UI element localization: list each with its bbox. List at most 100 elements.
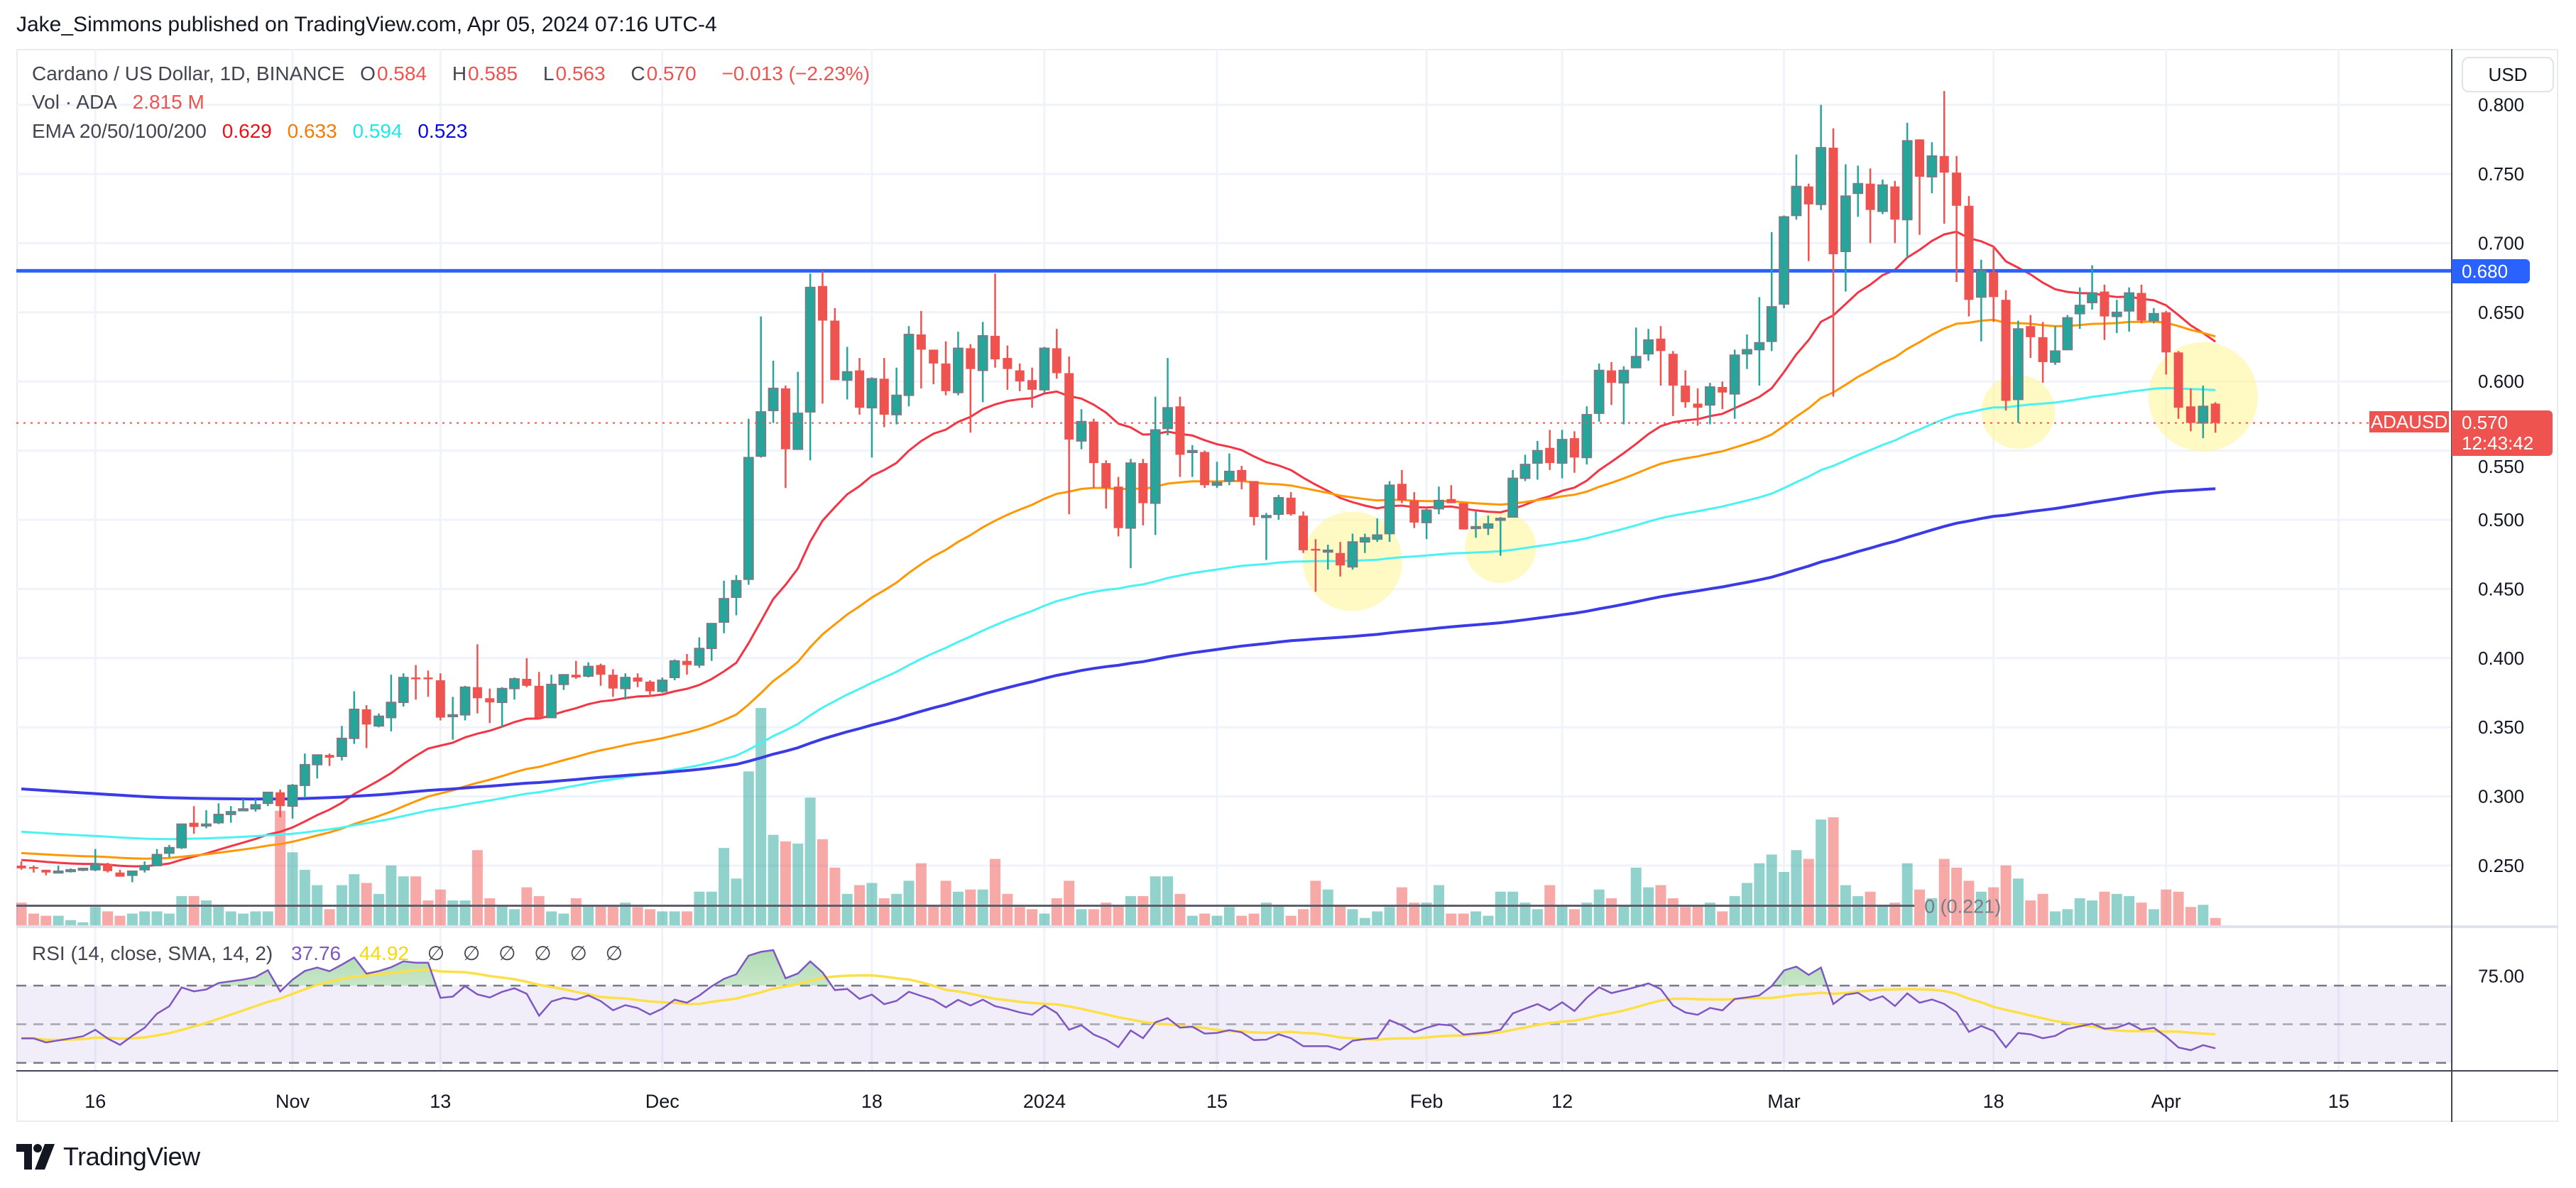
volume-bar <box>2124 895 2135 927</box>
candle-body <box>1556 439 1568 464</box>
volume-bar <box>1174 893 1186 927</box>
candle-body <box>1409 500 1419 523</box>
candle-body <box>2210 403 2220 423</box>
volume-bar <box>1150 876 1161 927</box>
volume-bar <box>1852 895 1864 927</box>
candle-body <box>1607 370 1617 383</box>
volume-bar <box>2173 891 2184 927</box>
volume-bar <box>1519 903 1531 927</box>
price-tick-label: 0.800 <box>2478 94 2524 116</box>
volume-bar <box>768 834 779 927</box>
candle-body <box>583 665 594 677</box>
candle-body <box>1803 186 1813 205</box>
volume-bar <box>2185 907 2196 927</box>
currency-button[interactable]: USD <box>2462 57 2554 92</box>
candle-body <box>435 680 445 718</box>
volume-bar <box>1692 905 1703 927</box>
volume-bar <box>213 905 224 927</box>
candle-body <box>1200 452 1210 486</box>
volume-bar <box>694 891 705 927</box>
time-tick-label: 16 <box>84 1091 106 1112</box>
candle-body <box>1507 477 1519 518</box>
volume-bar <box>163 913 175 927</box>
candle-body <box>1421 509 1432 523</box>
candle-body <box>1668 354 1678 386</box>
volume-bar <box>2210 917 2221 927</box>
candle-body <box>423 677 433 680</box>
candle-body <box>571 675 581 678</box>
volume-label[interactable]: Vol · ADA <box>32 91 117 113</box>
candle-body <box>1495 518 1506 521</box>
time-tick-label: Feb <box>1410 1091 1443 1112</box>
candle-body <box>287 785 298 807</box>
open-value: 0.584 <box>376 62 427 85</box>
candle-body <box>2038 337 2048 362</box>
rsi-legend[interactable]: RSI (14, close, SMA, 14, 2) 37.76 44.92 … <box>32 942 635 965</box>
volume-bar <box>1593 889 1605 927</box>
volume-bar <box>1248 913 1260 927</box>
candle-body <box>546 683 557 719</box>
candle-body <box>1162 407 1173 430</box>
volume-bar <box>1507 891 1519 927</box>
candle-body <box>694 648 705 666</box>
candle-body <box>817 285 827 321</box>
volume-legend[interactable]: Vol · ADA 2.815 M <box>32 91 214 114</box>
candle-body <box>1015 370 1025 382</box>
candle-body <box>349 708 360 739</box>
volume-bar <box>533 895 545 927</box>
candle-body <box>522 679 532 686</box>
candle-body <box>1779 216 1789 305</box>
candle-body <box>1286 497 1296 515</box>
volume-bar <box>1101 903 1112 927</box>
volume-bar <box>349 874 360 927</box>
candle-body <box>1915 139 1925 177</box>
volume-bar <box>2000 865 2012 927</box>
volume-bar <box>965 889 976 927</box>
ema100-line <box>21 386 2216 841</box>
candle-body <box>41 869 51 873</box>
change-value: −0.013 (−2.23%) <box>721 62 871 85</box>
volume-bar <box>1630 867 1642 927</box>
volume-bar <box>1446 913 1457 927</box>
candle-body <box>941 363 951 391</box>
open-label: O <box>360 62 376 85</box>
rsi-empty-2: ∅ <box>462 942 481 964</box>
volume-bar <box>792 843 804 927</box>
volume-bar <box>1285 915 1297 927</box>
volume-bar <box>250 911 261 927</box>
candle-body <box>1175 406 1185 455</box>
rsi-label[interactable]: RSI (14, close, SMA, 14, 2) <box>32 942 273 964</box>
candle-body <box>879 378 889 415</box>
ema-label[interactable]: EMA 20/50/100/200 <box>32 120 207 142</box>
ema-legend[interactable]: EMA 20/50/100/200 0.629 0.633 0.594 0.52… <box>32 120 477 143</box>
candle-body <box>916 334 926 350</box>
volume-bar <box>139 911 151 927</box>
symbol-legend[interactable]: Cardano / US Dollar, 1D, BINANCE O0.584 … <box>32 62 880 85</box>
volume-bar <box>521 887 533 927</box>
symbol-name[interactable]: Cardano / US Dollar, 1D, BINANCE <box>32 62 345 85</box>
ray-label: 0 (0.221) <box>1924 895 2001 917</box>
candle-body <box>620 677 631 690</box>
candle-body <box>1223 470 1235 482</box>
candle-body <box>509 678 520 690</box>
candle-body <box>1964 205 1974 300</box>
horizontal-ray-0221[interactable]: 0 (0.221) <box>16 895 2001 917</box>
volume-bar <box>2111 893 2122 927</box>
candle-body <box>1359 537 1370 543</box>
candle-body <box>929 349 939 364</box>
volume-bar <box>484 898 496 927</box>
candle-body <box>1519 464 1531 479</box>
volume-bar <box>1667 898 1679 927</box>
volume-bar <box>2161 889 2172 927</box>
volume-bar <box>126 913 138 927</box>
volume-bar <box>422 900 434 927</box>
bar-countdown: 12:43:42 <box>2462 432 2534 454</box>
time-tick-label: 2024 <box>1023 1091 1066 1112</box>
price-tick-label: 0.250 <box>2478 855 2524 876</box>
candle-body <box>275 792 285 807</box>
volume-bar <box>1581 903 1593 927</box>
volume-bar <box>1938 859 1950 927</box>
volume-bar <box>706 891 717 927</box>
price-tick-label: 0.400 <box>2478 648 2524 669</box>
